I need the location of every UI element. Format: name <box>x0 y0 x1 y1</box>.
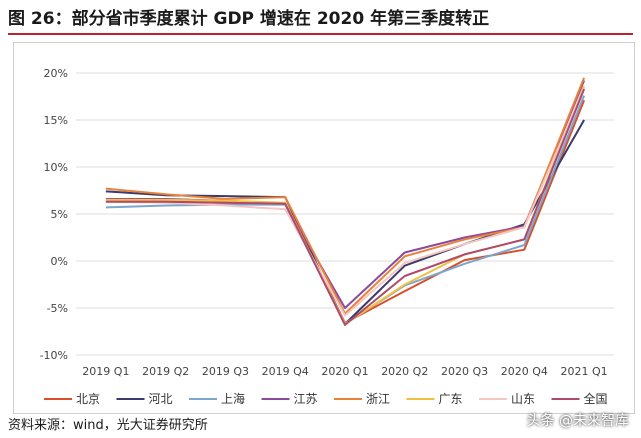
x-tick-label: 2020 Q1 <box>321 365 368 378</box>
legend-label: 广东 <box>439 392 463 406</box>
series-line-5 <box>105 77 586 315</box>
x-tick-label: 2019 Q1 <box>82 365 129 378</box>
chart-container: -10% -5% 0% 5% 10% 15% 20% 2019 Q1 2019 Q2 2019 … <box>13 42 635 414</box>
y-tick-label: 5% <box>51 208 68 221</box>
figure-title: 图 26：部分省市季度累计 GDP 增速在 2020 年第三季度转正 <box>8 9 490 29</box>
y-tick-label: 15% <box>44 114 68 127</box>
line-chart: -10%-5%0%5%10%15%20% 2019 Q1 2019 Q2 2019 … <box>40 67 614 406</box>
legend-label: 江苏 <box>294 392 318 406</box>
legend-label: 河北 <box>149 392 173 406</box>
series-line-7 <box>105 87 586 317</box>
source-note: 资料来源：wind，光大证券研究所 <box>8 418 208 433</box>
legend: 北京 河北 上海 江苏 浙江 广东 山东 全国 <box>44 391 608 406</box>
legend-label: 浙江 <box>366 392 390 406</box>
series-line-1 <box>105 99 586 324</box>
series-line-8 <box>105 88 586 326</box>
x-axis-ticks: 2019 Q1 2019 Q2 2019 Q3 2019 Q4 2020 Q1 2020 … <box>82 365 607 378</box>
y-tick-label: 10% <box>44 161 68 174</box>
x-tick-label: 2020 Q4 <box>501 365 548 378</box>
legend-label: 北京 <box>76 392 100 406</box>
watermark: 头条 @未来智库 <box>526 413 629 429</box>
legend-label: 上海 <box>221 391 245 406</box>
x-tick-label: 2020 Q3 <box>441 365 488 378</box>
x-tick-label: 2019 Q2 <box>142 365 189 378</box>
legend-label: 山东 <box>511 392 535 406</box>
y-tick-label: -10% <box>40 349 68 362</box>
x-tick-label: 2020 Q2 <box>381 365 428 378</box>
series-line-2 <box>105 119 585 325</box>
x-tick-label: 2019 Q3 <box>202 365 249 378</box>
y-axis-ticks: -10% -5% 0% 5% 10% 15% 20% <box>40 67 68 362</box>
y-tick-label: 20% <box>44 67 68 80</box>
title-divider <box>8 33 633 35</box>
series-line-3 <box>105 95 586 325</box>
x-tick-label: 2019 Q4 <box>262 365 309 378</box>
gridlines <box>76 72 614 356</box>
series-lines <box>105 77 586 326</box>
y-tick-label: -5% <box>47 302 68 315</box>
y-tick-label: 0% <box>51 255 68 268</box>
legend-label: 全国 <box>584 391 608 406</box>
x-tick-label: 2021 Q1 <box>561 365 608 378</box>
